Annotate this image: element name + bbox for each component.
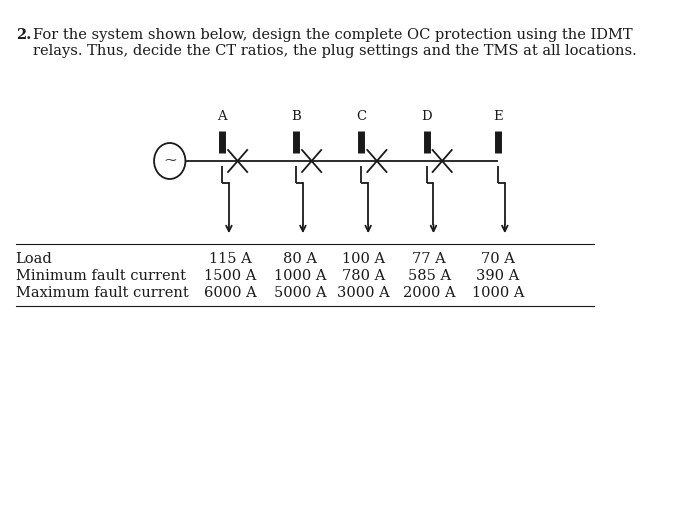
- Text: Load: Load: [15, 252, 52, 266]
- Text: 390 A: 390 A: [476, 269, 519, 283]
- Text: ~: ~: [163, 152, 176, 169]
- Text: 1000 A: 1000 A: [472, 286, 524, 300]
- Text: C: C: [356, 110, 366, 123]
- Text: A: A: [217, 110, 227, 123]
- Text: E: E: [493, 110, 503, 123]
- Text: 100 A: 100 A: [342, 252, 386, 266]
- Text: Minimum fault current: Minimum fault current: [15, 269, 186, 283]
- Text: 780 A: 780 A: [342, 269, 386, 283]
- Text: For the system shown below, design the complete OC protection using the IDMT: For the system shown below, design the c…: [33, 28, 633, 42]
- Text: 80 A: 80 A: [284, 252, 317, 266]
- Text: D: D: [421, 110, 432, 123]
- Text: 2.: 2.: [15, 28, 31, 42]
- Text: 1000 A: 1000 A: [274, 269, 326, 283]
- Text: 115 A: 115 A: [209, 252, 252, 266]
- Text: 5000 A: 5000 A: [274, 286, 327, 300]
- Text: 2000 A: 2000 A: [402, 286, 456, 300]
- Text: 6000 A: 6000 A: [204, 286, 257, 300]
- Text: 585 A: 585 A: [407, 269, 451, 283]
- Text: 77 A: 77 A: [412, 252, 446, 266]
- Text: 3000 A: 3000 A: [337, 286, 390, 300]
- Text: B: B: [291, 110, 301, 123]
- Text: relays. Thus, decide the CT ratios, the plug settings and the TMS at all locatio: relays. Thus, decide the CT ratios, the …: [33, 44, 637, 58]
- Text: 70 A: 70 A: [481, 252, 514, 266]
- Text: 1500 A: 1500 A: [204, 269, 257, 283]
- Text: Maximum fault current: Maximum fault current: [15, 286, 188, 300]
